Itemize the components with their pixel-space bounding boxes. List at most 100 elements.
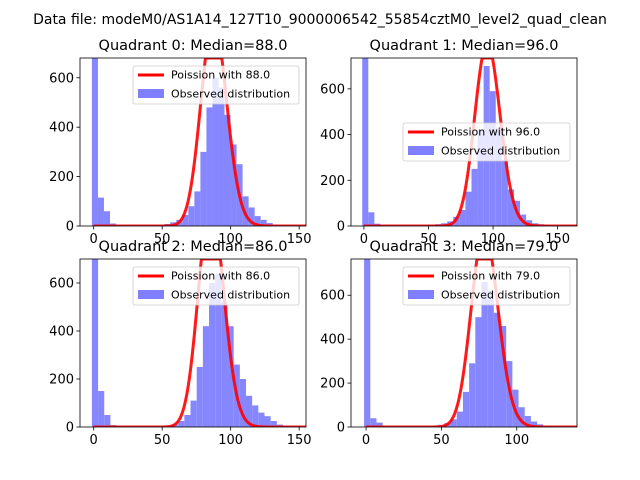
chart-quadrant-0: 0 50 100 150 0 200 400 600 Quadrant 0: Median=88…	[49, 38, 311, 247]
y-tick-label: 400	[320, 128, 345, 143]
histogram-bar	[459, 210, 466, 226]
histogram-bar	[364, 259, 371, 427]
chart-quadrant-3: 0 50 100 0 200 400 600 Quadrant 3: Median=79.0 P…	[320, 239, 578, 448]
histogram-bar	[450, 419, 457, 427]
histogram-bar	[477, 130, 484, 226]
histogram-bar	[530, 421, 538, 427]
legend: Poission with 88.0 Observed distribution	[132, 65, 300, 105]
histogram-bar	[252, 405, 259, 427]
histogram-bar	[524, 416, 531, 427]
legend-hist-swatch	[408, 146, 434, 155]
axes-frame	[79, 57, 307, 227]
histogram-bar	[230, 144, 237, 226]
histogram-bar	[200, 151, 207, 226]
x-tick-label: 100	[218, 433, 243, 448]
y-tick-label: 400	[320, 333, 345, 348]
x-tick-label: 100	[218, 232, 243, 247]
legend-line-label: Poission with 79.0	[441, 270, 540, 283]
legend-hist-swatch	[408, 290, 434, 299]
legend-box	[402, 122, 571, 162]
chart-quadrant-1: 0 50 100 150 0 200 400 600 Quadrant 1: Median=96…	[320, 38, 578, 247]
legend-box	[132, 266, 300, 306]
histogram-bar	[456, 411, 463, 427]
legend-line-label: Poission with 88.0	[171, 69, 270, 82]
histogram-bar	[221, 302, 228, 427]
y-tick-label: 0	[337, 220, 345, 235]
histogram-bar	[376, 422, 383, 427]
histogram-bar	[507, 189, 514, 226]
x-tick-label: 50	[420, 232, 437, 247]
histogram-bar	[500, 325, 507, 427]
chart-title: Quadrant 0: Median=88.0	[99, 38, 288, 54]
histogram-bar	[206, 107, 213, 226]
histogram-bar	[97, 197, 104, 226]
x-tick-label: 0	[360, 232, 368, 247]
y-tick-label: 200	[320, 377, 345, 392]
legend-hist-swatch	[138, 290, 164, 299]
legend-hist-label: Observed distribution	[171, 88, 290, 101]
histogram-bar	[501, 159, 508, 226]
x-tick-label: 100	[504, 433, 529, 448]
legend-hist-label: Observed distribution	[171, 289, 290, 302]
histogram-bar	[260, 219, 267, 226]
histogram-bar	[264, 416, 271, 427]
histogram-bar	[246, 395, 253, 427]
histogram-bar	[184, 415, 191, 427]
legend-hist-label: Observed distribution	[441, 145, 560, 158]
legend: Poission with 96.0 Observed distribution	[402, 122, 571, 162]
histogram-bar	[212, 77, 219, 226]
legend: Poission with 79.0 Observed distribution	[402, 266, 571, 306]
x-tick-label: 50	[433, 433, 450, 448]
chart-title: Quadrant 2: Median=86.0	[99, 239, 288, 255]
histogram-bar	[495, 127, 502, 226]
histogram-bar	[362, 58, 369, 226]
axes-frame	[350, 57, 578, 227]
axes-frame	[350, 258, 578, 428]
chart-title: Quadrant 3: Median=79.0	[370, 239, 559, 255]
legend-box	[402, 266, 571, 306]
y-tick-label: 200	[49, 170, 74, 185]
y-tick-label: 400	[49, 325, 74, 340]
histogram-bar	[194, 191, 201, 226]
histogram-bar	[103, 211, 110, 226]
histogram-bar	[227, 326, 234, 427]
axes-frame	[79, 258, 307, 428]
x-tick-label: 150	[287, 232, 312, 247]
x-tick-label: 50	[154, 433, 171, 448]
histogram-bar	[190, 400, 197, 427]
histogram-bar	[258, 412, 265, 427]
chart-title: Quadrant 1: Median=96.0	[370, 38, 559, 54]
x-tick-label: 150	[287, 433, 312, 448]
histogram-bar	[248, 207, 255, 226]
figure-title: Data file: modeM0/AS1A14_127T10_90000065…	[33, 12, 607, 28]
histogram-bar	[493, 312, 501, 427]
histogram-bar	[462, 391, 470, 427]
legend-line-label: Poission with 86.0	[171, 270, 270, 283]
y-tick-label: 600	[320, 289, 345, 304]
y-tick-label: 600	[49, 71, 74, 86]
histogram-bar	[481, 282, 488, 427]
y-tick-label: 600	[320, 82, 345, 97]
histogram-bar	[218, 87, 225, 226]
x-tick-label: 50	[154, 232, 171, 247]
histogram-bar	[471, 168, 478, 226]
histogram-bar	[182, 214, 189, 226]
histogram-bar	[209, 283, 216, 427]
histogram-bar	[239, 379, 247, 427]
x-tick-label: 100	[481, 232, 506, 247]
y-tick-label: 200	[320, 174, 345, 189]
x-tick-label: 0	[362, 433, 370, 448]
histogram-bar	[215, 273, 222, 427]
y-tick-label: 0	[337, 421, 345, 436]
histogram-bar	[487, 290, 494, 427]
histogram-bar	[224, 114, 231, 226]
legend-box	[132, 65, 300, 105]
histogram-bar	[254, 216, 261, 226]
histogram-bar	[368, 212, 375, 226]
legend-hist-label: Observed distribution	[441, 289, 560, 302]
x-tick-label: 150	[545, 232, 570, 247]
x-tick-label: 0	[90, 232, 98, 247]
histogram-bar	[518, 407, 525, 427]
y-tick-label: 0	[66, 421, 74, 436]
